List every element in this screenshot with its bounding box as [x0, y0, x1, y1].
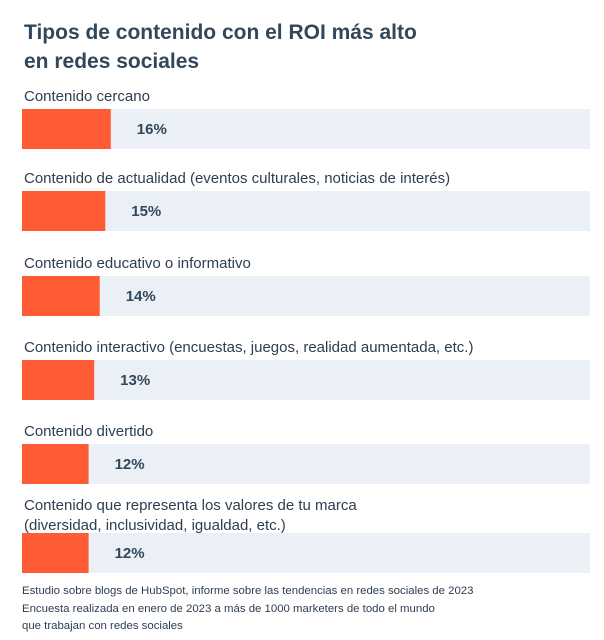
- bar-track: [22, 109, 590, 149]
- value-label: 12%: [115, 545, 145, 562]
- value-label: 13%: [120, 372, 150, 389]
- bar-track: [22, 276, 590, 316]
- bar-track: [22, 444, 590, 484]
- bar: [22, 276, 100, 316]
- chart-title-line-1: Tipos de contenido con el ROI más alto: [24, 21, 417, 44]
- value-label: 12%: [115, 456, 145, 473]
- source-note-line-2: Encuesta realizada en enero de 2023 a má…: [22, 602, 435, 615]
- category-label: (diversidad, inclusividad, igualdad, etc…: [24, 517, 286, 534]
- value-label: 14%: [126, 288, 156, 305]
- bar: [22, 444, 89, 484]
- bar: [22, 533, 89, 573]
- category-label: Contenido divertido: [24, 423, 153, 440]
- category-label: Contenido de actualidad (eventos cultura…: [24, 170, 450, 187]
- bar-track: [22, 533, 590, 573]
- category-label: Contenido educativo o informativo: [24, 255, 251, 272]
- bar-track: [22, 360, 590, 400]
- chart-title-line-2: en redes sociales: [24, 50, 200, 73]
- source-note: Estudio sobre blogs de HubSpot, informe …: [22, 583, 592, 636]
- category-label: Contenido interactivo (encuestas, juegos…: [24, 339, 473, 356]
- category-label: Contenido que representa los valores de …: [24, 497, 357, 514]
- value-label: 15%: [131, 203, 161, 220]
- bar-track: [22, 191, 590, 231]
- bar: [22, 109, 111, 149]
- source-note-line-3: que trabajan con redes sociales: [22, 620, 183, 632]
- bar: [22, 360, 95, 400]
- value-label: 16%: [137, 121, 167, 138]
- bar: [22, 191, 106, 231]
- category-label: Contenido cercano: [24, 88, 150, 105]
- source-note-line-1: Estudio sobre blogs de HubSpot, informe …: [22, 585, 474, 597]
- chart-title: Tipos de contenido con el ROI más alto e…: [24, 18, 564, 76]
